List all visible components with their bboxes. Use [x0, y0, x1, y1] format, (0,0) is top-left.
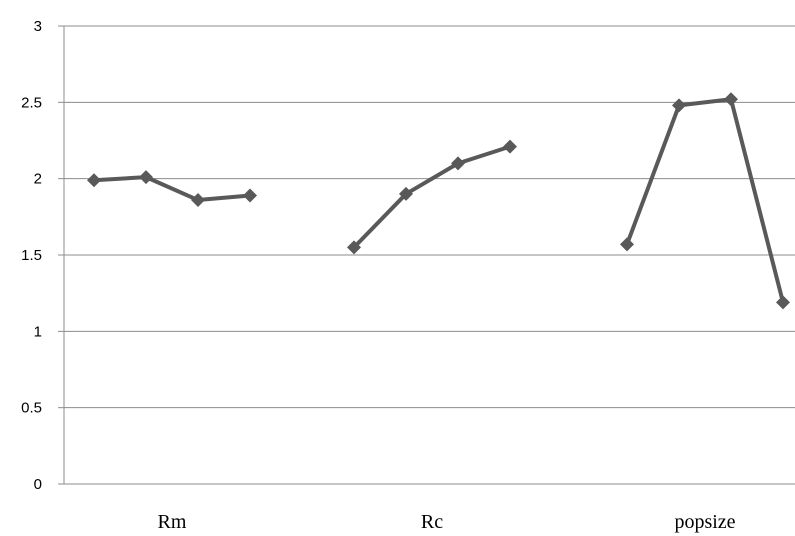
y-tick-label: 0 — [34, 476, 42, 493]
data-point — [347, 240, 361, 255]
data-point — [243, 188, 257, 203]
x-category-label: Rm — [158, 511, 187, 533]
y-tick-labels: 0 0.5 1 1.5 2 2.5 3 — [21, 18, 42, 493]
data-point — [139, 170, 153, 185]
y-tick-label: 2.5 — [21, 94, 42, 111]
x-category-labels: Rm Rc popsize — [158, 511, 736, 533]
series-line-Rc — [352, 144, 511, 249]
y-tick-label: 1.5 — [21, 247, 42, 264]
data-point — [503, 139, 517, 154]
data-point — [191, 193, 205, 208]
data-point — [451, 156, 465, 171]
series — [87, 92, 790, 310]
y-tick-label: 1 — [34, 323, 42, 340]
x-category-label: Rc — [421, 511, 443, 533]
y-tick-label: 0.5 — [21, 400, 42, 417]
data-point — [620, 237, 634, 252]
series-line-popsize — [625, 97, 785, 303]
data-point — [399, 186, 413, 201]
y-tick-label: 2 — [34, 171, 42, 188]
axes — [58, 25, 795, 485]
x-category-label: popsize — [674, 511, 735, 533]
gridlines — [64, 25, 795, 409]
series-line-Rm — [93, 175, 251, 203]
data-point — [672, 98, 686, 113]
data-point — [87, 173, 101, 188]
y-tick-label: 3 — [34, 18, 42, 35]
data-point — [776, 295, 790, 310]
data-point — [724, 92, 738, 107]
